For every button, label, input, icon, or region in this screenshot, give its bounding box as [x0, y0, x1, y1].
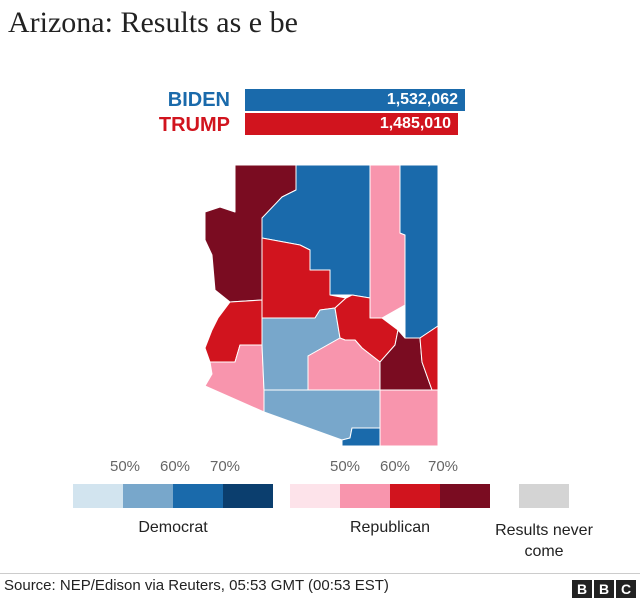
county-greenlee[interactable]	[419, 325, 439, 391]
biden-label: BIDEN	[167, 89, 230, 111]
rep-tick-70: 70%	[428, 458, 459, 475]
rep-swatch-4	[440, 484, 490, 508]
rep-swatch-1	[290, 484, 340, 508]
rep-label: Republican	[349, 519, 431, 536]
bbc-logo: B B C	[572, 580, 636, 598]
dem-swatch-3	[173, 484, 223, 508]
trump-votes-bar: 1,485,010	[245, 113, 458, 135]
rep-swatch-2	[340, 484, 390, 508]
rep-swatch-3	[390, 484, 440, 508]
bbc-logo-letter: B	[572, 580, 592, 598]
dem-swatch-2	[123, 484, 173, 508]
dem-swatch-4	[223, 484, 273, 508]
dem-tick-60: 60%	[160, 458, 191, 475]
dem-tick-70: 70%	[210, 458, 241, 475]
dem-label: Democrat	[138, 519, 208, 536]
dem-tick-50: 50%	[110, 458, 141, 475]
bbc-logo-letter: C	[616, 580, 636, 598]
dem-swatch-1	[73, 484, 123, 508]
trump-label: TRUMP	[158, 114, 230, 136]
chart-title: Arizona: Results as e be	[8, 6, 298, 39]
bbc-logo-letter: B	[594, 580, 614, 598]
rep-tick-50: 50%	[330, 458, 361, 475]
county-cochise[interactable]	[379, 389, 439, 447]
never-label-line2: come	[524, 543, 564, 560]
source-note: Source: NEP/Edison via Reuters, 05:53 GM…	[4, 577, 389, 594]
biden-votes-bar: 1,532,062	[245, 89, 465, 111]
footer-divider	[0, 573, 640, 574]
county-apache[interactable]	[399, 164, 439, 339]
never-swatch	[519, 484, 569, 508]
rep-tick-60: 60%	[380, 458, 411, 475]
never-label-line1: Results never	[495, 522, 593, 539]
